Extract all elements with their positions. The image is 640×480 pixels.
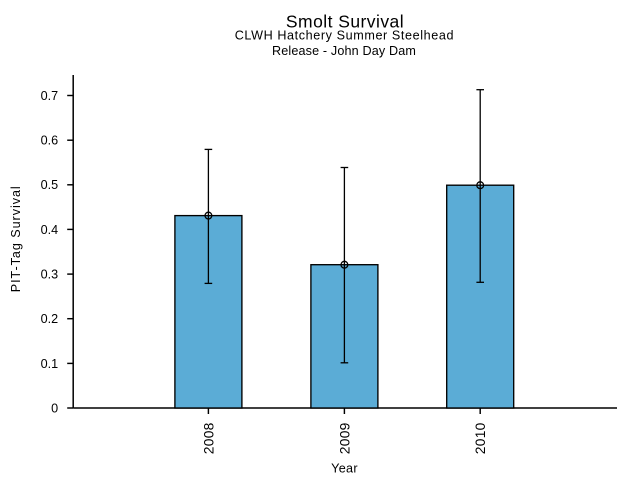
svg-text:0.1: 0.1	[41, 357, 59, 371]
svg-text:Smolt Survival: Smolt Survival	[286, 11, 404, 31]
svg-text:0.3: 0.3	[41, 268, 59, 282]
svg-text:0.7: 0.7	[41, 89, 59, 103]
svg-text:2010: 2010	[473, 422, 488, 454]
svg-text:PIT-Tag Survival: PIT-Tag Survival	[9, 185, 23, 292]
svg-text:0.5: 0.5	[41, 178, 59, 192]
svg-text:0.6: 0.6	[41, 134, 59, 148]
svg-text:0.4: 0.4	[41, 223, 59, 237]
svg-text:2008: 2008	[201, 422, 216, 454]
svg-text:CLWH Hatchery Summer Steelhead: CLWH Hatchery Summer Steelhead	[235, 29, 454, 43]
svg-text:0.2: 0.2	[41, 312, 59, 326]
svg-text:0: 0	[51, 401, 58, 415]
svg-text:Year: Year	[331, 462, 358, 476]
svg-text:Release - John Day Dam: Release - John Day Dam	[272, 44, 416, 58]
svg-text:2009: 2009	[337, 422, 352, 454]
